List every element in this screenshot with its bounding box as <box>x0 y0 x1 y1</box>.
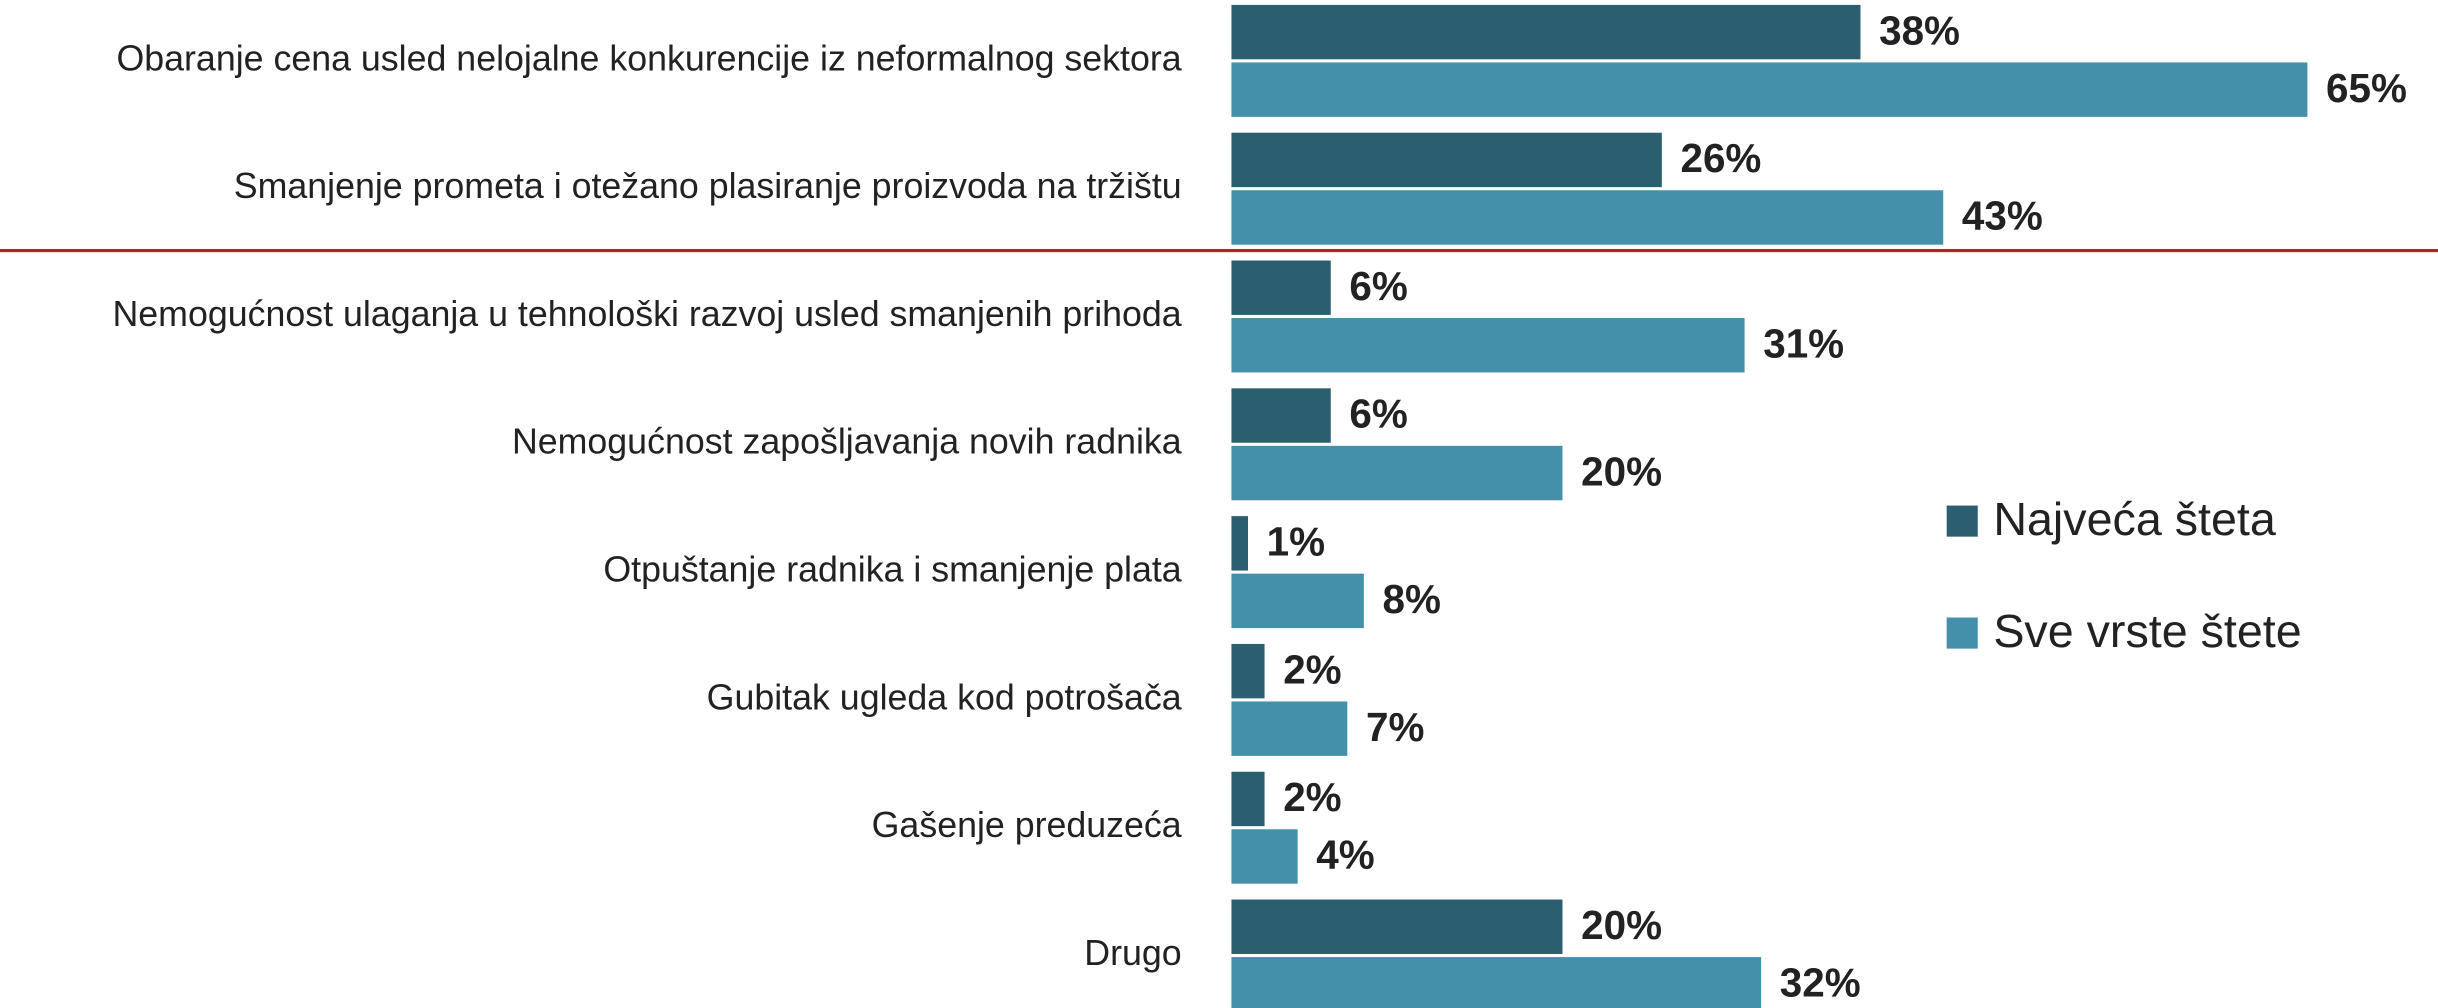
bar <box>1231 445 1563 501</box>
bar <box>1231 899 1563 954</box>
bar <box>1231 643 1265 699</box>
bar <box>1231 318 1745 373</box>
bar <box>1231 4 1861 60</box>
value-label: 38% <box>1879 7 1960 53</box>
bar <box>1231 388 1331 443</box>
value-label: 4% <box>1316 832 1374 878</box>
value-label: 2% <box>1283 774 1341 820</box>
category-label: Obaranje cena usled nelojalne konkurenci… <box>116 38 1181 78</box>
bar <box>1231 190 1944 245</box>
value-label: 65% <box>2326 65 2407 111</box>
value-label: 7% <box>1366 704 1424 750</box>
category-label: Nemogućnost zapošljavanja novih radnika <box>512 422 1182 462</box>
value-label: 6% <box>1349 391 1407 437</box>
legend-label: Sve vrste štete <box>1993 605 2301 657</box>
value-label: 26% <box>1680 135 1761 181</box>
value-label: 31% <box>1763 320 1844 366</box>
value-label: 8% <box>1383 576 1441 622</box>
category-label: Gubitak ugleda kod potrošača <box>707 677 1182 717</box>
value-label: 20% <box>1581 902 1662 948</box>
bar <box>1231 516 1248 571</box>
value-label: 43% <box>1962 193 2043 239</box>
bar <box>1231 957 1762 1008</box>
value-label: 2% <box>1283 646 1341 692</box>
bar <box>1231 701 1348 756</box>
category-label: Gašenje preduzeća <box>872 805 1182 845</box>
bar <box>1231 132 1662 188</box>
category-label: Drugo <box>1084 933 1181 973</box>
value-label: 1% <box>1267 519 1325 565</box>
legend-label: Najveća šteta <box>1993 493 2276 545</box>
bar <box>1231 573 1364 629</box>
category-label: Smanjenje prometa i otežano plasiranje p… <box>234 166 1182 206</box>
legend-swatch <box>1946 505 1978 537</box>
bar <box>1231 62 2308 117</box>
value-label: 20% <box>1581 448 1662 494</box>
category-label: Nemogućnost ulaganja u tehnološki razvoj… <box>112 294 1181 334</box>
bar <box>1231 260 1331 315</box>
legend-swatch <box>1946 617 1978 649</box>
value-label: 32% <box>1780 960 1861 1006</box>
bar <box>1231 771 1265 827</box>
category-label: Otpuštanje radnika i smanjenje plata <box>603 550 1181 590</box>
value-label: 6% <box>1349 263 1407 309</box>
bar <box>1231 829 1298 884</box>
